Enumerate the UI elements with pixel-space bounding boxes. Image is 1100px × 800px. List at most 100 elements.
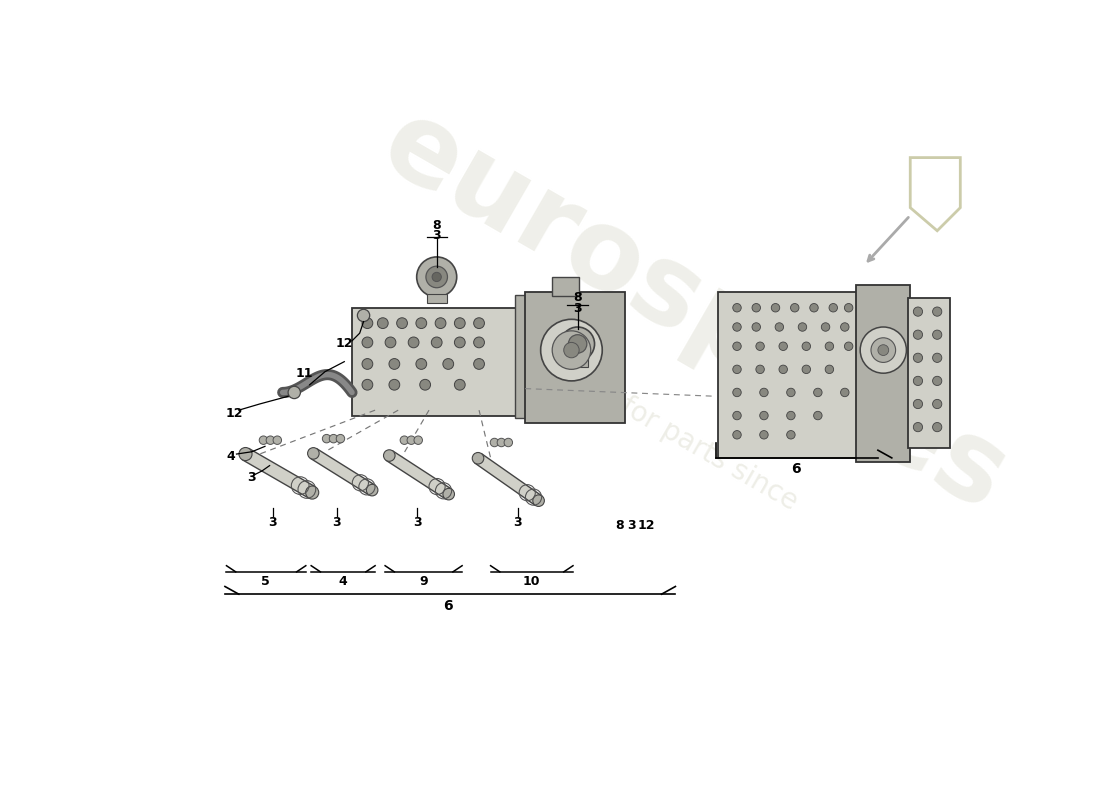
Circle shape [306, 486, 319, 499]
Circle shape [400, 436, 408, 445]
Circle shape [733, 388, 741, 397]
Circle shape [810, 303, 818, 312]
Circle shape [933, 399, 942, 409]
Circle shape [786, 388, 795, 397]
Circle shape [814, 411, 822, 420]
Circle shape [472, 453, 484, 464]
Circle shape [362, 358, 373, 370]
Circle shape [362, 318, 373, 329]
FancyBboxPatch shape [717, 292, 860, 458]
Text: 8: 8 [615, 519, 624, 532]
Circle shape [322, 434, 331, 443]
Circle shape [829, 303, 837, 312]
FancyBboxPatch shape [568, 358, 587, 367]
Circle shape [871, 338, 895, 362]
Circle shape [756, 342, 764, 350]
Circle shape [443, 358, 453, 370]
Circle shape [733, 411, 741, 420]
Circle shape [362, 337, 373, 348]
Circle shape [760, 430, 768, 439]
Circle shape [431, 337, 442, 348]
Text: 5: 5 [262, 575, 271, 588]
Text: 3: 3 [268, 516, 277, 529]
Circle shape [802, 365, 811, 374]
Circle shape [786, 411, 795, 420]
Text: 3: 3 [573, 302, 582, 315]
Circle shape [878, 345, 889, 355]
Circle shape [552, 331, 591, 370]
Circle shape [416, 318, 427, 329]
Text: 8: 8 [573, 291, 582, 304]
Text: 3: 3 [414, 516, 421, 529]
Circle shape [384, 450, 395, 462]
Circle shape [407, 436, 416, 445]
Circle shape [329, 434, 338, 443]
Circle shape [933, 422, 942, 432]
Circle shape [288, 386, 300, 398]
Circle shape [397, 318, 407, 329]
Circle shape [913, 422, 923, 432]
Circle shape [362, 379, 373, 390]
Polygon shape [475, 454, 542, 506]
Circle shape [822, 322, 829, 331]
Circle shape [779, 342, 788, 350]
Circle shape [474, 318, 484, 329]
Circle shape [933, 330, 942, 339]
Circle shape [474, 337, 484, 348]
Text: 3: 3 [332, 516, 341, 529]
Circle shape [791, 303, 799, 312]
Text: 3: 3 [432, 229, 441, 242]
Polygon shape [310, 449, 375, 495]
Circle shape [389, 379, 399, 390]
Polygon shape [386, 450, 452, 499]
Circle shape [845, 303, 853, 312]
Circle shape [786, 430, 795, 439]
Circle shape [733, 322, 741, 331]
Circle shape [408, 337, 419, 348]
Circle shape [802, 342, 811, 350]
Circle shape [389, 358, 399, 370]
Circle shape [420, 379, 430, 390]
FancyBboxPatch shape [515, 294, 527, 418]
Text: 8: 8 [432, 219, 441, 232]
Circle shape [760, 411, 768, 420]
Circle shape [569, 334, 587, 353]
FancyBboxPatch shape [552, 277, 580, 296]
FancyBboxPatch shape [352, 308, 517, 415]
Circle shape [414, 436, 422, 445]
Polygon shape [242, 448, 316, 498]
Circle shape [239, 447, 252, 461]
Circle shape [799, 322, 806, 331]
Circle shape [760, 388, 768, 397]
Circle shape [756, 365, 764, 374]
Circle shape [860, 327, 906, 373]
Text: 3: 3 [514, 516, 521, 529]
Circle shape [913, 376, 923, 386]
Text: 3: 3 [627, 519, 636, 532]
Circle shape [779, 365, 788, 374]
Circle shape [776, 322, 783, 331]
Text: 6: 6 [443, 598, 453, 613]
Circle shape [771, 303, 780, 312]
Circle shape [814, 388, 822, 397]
Circle shape [913, 399, 923, 409]
Circle shape [260, 436, 267, 445]
Circle shape [308, 448, 319, 459]
Text: 10: 10 [522, 575, 540, 588]
Circle shape [454, 337, 465, 348]
Circle shape [913, 353, 923, 362]
Circle shape [454, 379, 465, 390]
Text: 9: 9 [419, 575, 428, 588]
Circle shape [733, 430, 741, 439]
Circle shape [913, 307, 923, 316]
Circle shape [752, 322, 760, 331]
Circle shape [337, 434, 344, 443]
Circle shape [432, 272, 441, 282]
Text: 12: 12 [637, 519, 654, 532]
FancyBboxPatch shape [856, 285, 911, 462]
Text: 11: 11 [296, 366, 314, 380]
Circle shape [366, 484, 378, 496]
Circle shape [563, 342, 580, 358]
Circle shape [825, 365, 834, 374]
Circle shape [733, 303, 741, 312]
